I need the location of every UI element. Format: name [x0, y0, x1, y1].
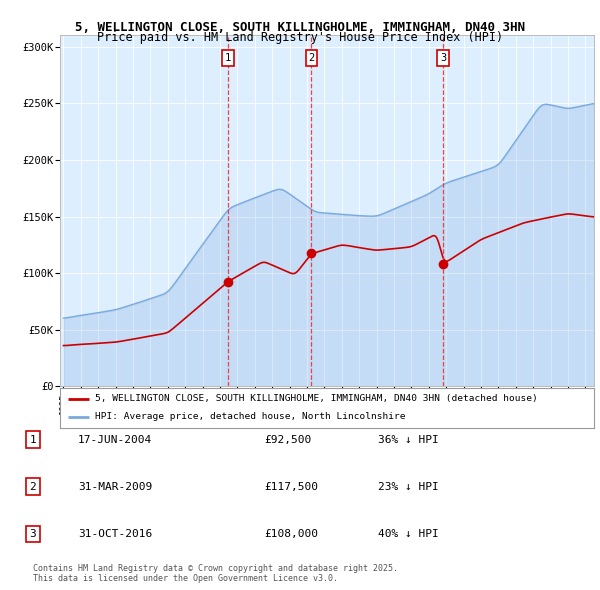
Text: 3: 3 — [29, 529, 37, 539]
Text: 36% ↓ HPI: 36% ↓ HPI — [378, 435, 439, 444]
Text: 1: 1 — [29, 435, 37, 444]
Text: 40% ↓ HPI: 40% ↓ HPI — [378, 529, 439, 539]
Text: 5, WELLINGTON CLOSE, SOUTH KILLINGHOLME, IMMINGHAM, DN40 3HN: 5, WELLINGTON CLOSE, SOUTH KILLINGHOLME,… — [75, 21, 525, 34]
Text: 5, WELLINGTON CLOSE, SOUTH KILLINGHOLME, IMMINGHAM, DN40 3HN (detached house): 5, WELLINGTON CLOSE, SOUTH KILLINGHOLME,… — [95, 394, 538, 404]
Text: 23% ↓ HPI: 23% ↓ HPI — [378, 482, 439, 491]
Text: 2: 2 — [29, 482, 37, 491]
Text: £108,000: £108,000 — [264, 529, 318, 539]
Text: 2: 2 — [308, 53, 314, 63]
Text: Contains HM Land Registry data © Crown copyright and database right 2025.
This d: Contains HM Land Registry data © Crown c… — [33, 564, 398, 583]
Text: 3: 3 — [440, 53, 446, 63]
Text: £92,500: £92,500 — [264, 435, 311, 444]
Text: £117,500: £117,500 — [264, 482, 318, 491]
Text: 17-JUN-2004: 17-JUN-2004 — [78, 435, 152, 444]
Text: 1: 1 — [225, 53, 231, 63]
Text: HPI: Average price, detached house, North Lincolnshire: HPI: Average price, detached house, Nort… — [95, 412, 405, 421]
Text: 31-OCT-2016: 31-OCT-2016 — [78, 529, 152, 539]
Text: Price paid vs. HM Land Registry's House Price Index (HPI): Price paid vs. HM Land Registry's House … — [97, 31, 503, 44]
Text: 31-MAR-2009: 31-MAR-2009 — [78, 482, 152, 491]
